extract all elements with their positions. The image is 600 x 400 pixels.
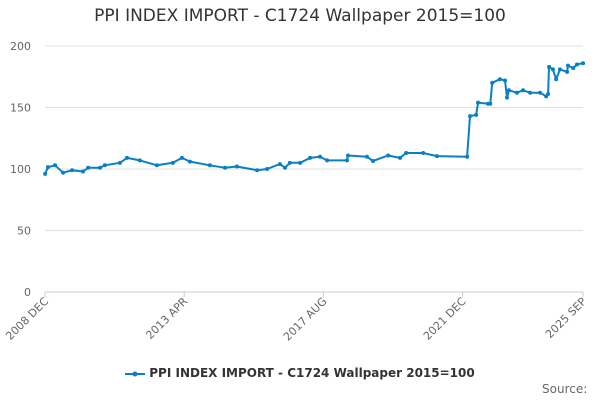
data-point — [386, 153, 391, 158]
data-point — [345, 158, 350, 163]
data-point — [566, 63, 571, 68]
legend-label: PPI INDEX IMPORT - C1724 Wallpaper 2015=… — [149, 366, 475, 380]
data-point — [222, 165, 227, 170]
data-point — [398, 155, 403, 160]
data-point — [468, 114, 473, 119]
data-point — [287, 160, 292, 165]
x-tick-label: 2017 AUG — [281, 295, 330, 344]
data-point — [571, 66, 576, 71]
data-point — [318, 154, 323, 159]
data-point — [497, 77, 502, 82]
legend-swatch-icon — [125, 371, 146, 376]
data-point — [550, 67, 555, 72]
data-point — [581, 61, 586, 66]
data-point — [574, 62, 579, 67]
data-point — [43, 171, 48, 176]
data-point — [53, 163, 58, 168]
y-tick-label: 150 — [10, 102, 31, 115]
data-point — [277, 162, 282, 167]
data-point — [102, 163, 107, 168]
data-point — [86, 165, 91, 170]
data-point — [504, 95, 509, 100]
y-tick-label: 200 — [10, 40, 31, 53]
y-tick-label: 0 — [24, 286, 31, 299]
data-point — [61, 170, 66, 175]
legend[interactable]: PPI INDEX IMPORT - C1724 Wallpaper 2015=… — [0, 366, 600, 380]
data-point — [80, 169, 85, 174]
data-point — [503, 78, 508, 83]
x-tick-label: 2025 SEP — [543, 295, 589, 341]
data-point — [554, 77, 559, 82]
data-point — [283, 165, 288, 170]
data-point — [170, 160, 175, 165]
data-point — [434, 154, 439, 159]
data-point — [488, 101, 493, 106]
data-point — [255, 168, 260, 173]
data-point — [70, 168, 75, 173]
data-point — [557, 67, 562, 72]
data-point — [528, 90, 533, 95]
data-point — [546, 91, 551, 96]
x-tick-label: 2008 DEC — [3, 295, 51, 343]
data-point — [125, 155, 130, 160]
data-point — [547, 64, 552, 69]
data-point — [514, 90, 519, 95]
data-point — [521, 88, 526, 93]
data-point — [207, 163, 212, 168]
y-tick-label: 100 — [10, 163, 31, 176]
data-point — [137, 158, 142, 163]
data-point — [345, 153, 350, 158]
source-label: Source: — [542, 382, 588, 396]
data-point — [538, 90, 543, 95]
data-point — [565, 69, 570, 74]
data-point — [298, 160, 303, 165]
data-point — [465, 154, 470, 159]
x-tick-label: 2021 DEC — [421, 295, 469, 343]
data-point — [117, 160, 122, 165]
data-point — [187, 159, 192, 164]
data-point — [45, 165, 50, 170]
data-point — [404, 151, 409, 156]
data-point — [98, 165, 103, 170]
data-point — [371, 159, 376, 164]
data-point — [325, 158, 330, 163]
x-tick-label: 2013 APR — [143, 295, 190, 342]
data-point — [308, 155, 313, 160]
data-point — [265, 167, 270, 171]
data-point — [506, 88, 511, 93]
data-point — [179, 155, 184, 160]
data-point — [476, 100, 481, 105]
data-point — [364, 154, 369, 159]
y-tick-label: 50 — [17, 225, 31, 238]
data-point — [490, 80, 495, 85]
data-point — [474, 112, 479, 117]
chart-title: PPI INDEX IMPORT - C1724 Wallpaper 2015=… — [94, 6, 506, 26]
data-point — [421, 151, 426, 156]
data-point — [234, 164, 239, 169]
data-point — [154, 163, 159, 168]
